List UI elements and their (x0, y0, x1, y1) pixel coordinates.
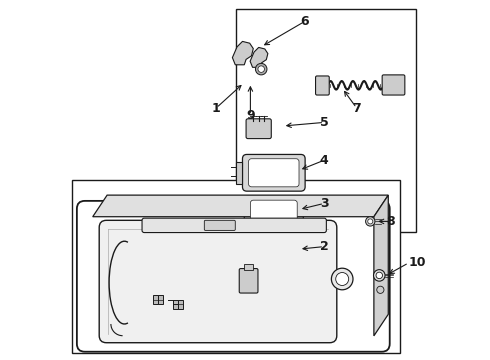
FancyBboxPatch shape (243, 154, 305, 191)
Bar (72, 180, 400, 353)
FancyBboxPatch shape (204, 220, 235, 230)
Circle shape (336, 273, 349, 285)
FancyBboxPatch shape (239, 269, 258, 293)
Bar (245, 264, 253, 270)
Circle shape (366, 217, 375, 226)
Text: 9: 9 (246, 109, 255, 122)
Bar (173, 300, 178, 309)
Circle shape (255, 63, 267, 75)
FancyBboxPatch shape (246, 119, 271, 139)
Text: 10: 10 (409, 256, 426, 269)
FancyBboxPatch shape (245, 235, 303, 269)
Text: 4: 4 (320, 154, 329, 167)
FancyBboxPatch shape (316, 76, 329, 95)
FancyBboxPatch shape (77, 201, 390, 352)
Text: 6: 6 (300, 15, 309, 28)
Circle shape (331, 268, 353, 290)
Text: 1: 1 (212, 102, 220, 114)
FancyBboxPatch shape (99, 220, 337, 343)
Text: 8: 8 (387, 215, 395, 228)
FancyBboxPatch shape (248, 159, 299, 187)
FancyBboxPatch shape (250, 200, 297, 225)
Polygon shape (93, 195, 388, 217)
Bar (158, 295, 163, 304)
Text: 3: 3 (320, 197, 328, 210)
Text: 2: 2 (320, 240, 329, 253)
Bar (153, 295, 158, 304)
Circle shape (368, 219, 373, 224)
Text: 7: 7 (352, 102, 361, 114)
Bar (236, 9, 416, 232)
FancyBboxPatch shape (245, 196, 303, 229)
Polygon shape (232, 41, 253, 65)
FancyBboxPatch shape (250, 240, 297, 264)
Circle shape (373, 270, 385, 281)
FancyBboxPatch shape (382, 75, 405, 95)
Text: 5: 5 (320, 116, 329, 129)
Bar (236, 162, 243, 184)
Circle shape (258, 66, 265, 72)
Bar (178, 300, 183, 309)
Polygon shape (374, 195, 388, 336)
Circle shape (376, 272, 383, 279)
Circle shape (377, 286, 384, 293)
FancyBboxPatch shape (142, 218, 326, 233)
Polygon shape (250, 48, 268, 67)
